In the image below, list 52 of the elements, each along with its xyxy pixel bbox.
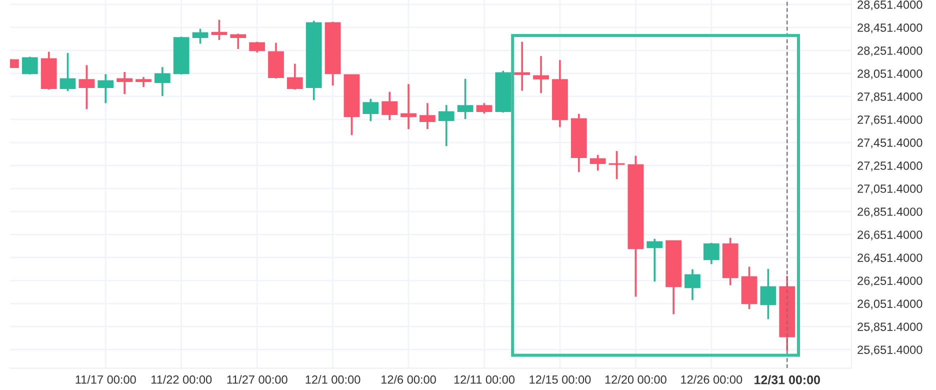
y-tick-label: 26,651.4000 bbox=[858, 230, 922, 240]
x-tick-label: 12/20 00:00 bbox=[605, 375, 666, 384]
candlestick bbox=[98, 73, 114, 104]
x-tick-label: 12/11 00:00 bbox=[454, 375, 515, 384]
candlestick bbox=[230, 32, 246, 50]
candlestick bbox=[400, 83, 416, 130]
y-tick-label: 28,251.4000 bbox=[858, 46, 922, 56]
x-tick-label: 12/1 00:00 bbox=[306, 375, 360, 384]
candlestick bbox=[703, 242, 720, 266]
y-tick-label: 27,851.4000 bbox=[858, 92, 922, 102]
y-tick-label: 28,051.4000 bbox=[858, 70, 922, 80]
candlestick bbox=[60, 52, 76, 92]
y-tick-label: 26,251.4000 bbox=[858, 276, 922, 286]
candlestick bbox=[286, 62, 303, 90]
candlestick bbox=[438, 104, 454, 148]
y-tick-label: 27,051.4000 bbox=[858, 184, 922, 194]
candlestick bbox=[646, 238, 663, 282]
candlestick bbox=[533, 55, 549, 94]
candlestick bbox=[382, 90, 398, 122]
candlestick bbox=[211, 18, 228, 41]
y-tick-label: 26,051.4000 bbox=[858, 300, 922, 310]
candlestick bbox=[154, 66, 170, 97]
candlestick bbox=[362, 98, 379, 122]
x-tick-label: 12/26 00:00 bbox=[681, 375, 742, 384]
candlestick bbox=[78, 64, 95, 110]
candlestick bbox=[590, 154, 606, 172]
candlestick bbox=[116, 71, 132, 96]
y-tick-label: 27,251.4000 bbox=[858, 162, 922, 172]
candlestick bbox=[608, 150, 625, 180]
x-tick-label: 11/17 00:00 bbox=[76, 375, 136, 384]
y-tick-label: 25,651.4000 bbox=[858, 346, 922, 356]
y-tick-label: 25,851.4000 bbox=[858, 322, 922, 332]
x-tick-label: 12/6 00:00 bbox=[382, 375, 436, 384]
y-tick-label: 26,451.4000 bbox=[858, 254, 922, 264]
candlestick bbox=[684, 268, 700, 302]
x-tick-label: 11/27 00:00 bbox=[227, 375, 288, 384]
y-tick-label: 28,651.4000 bbox=[858, 0, 922, 10]
candlestick bbox=[476, 102, 492, 114]
candlestick bbox=[514, 40, 530, 92]
x-tick-label: 12/31 00:00 bbox=[754, 375, 820, 384]
candlestick bbox=[419, 102, 436, 130]
candlestick bbox=[22, 56, 38, 76]
x-tick-label: 12/15 00:00 bbox=[530, 375, 591, 384]
candlestick bbox=[760, 268, 776, 320]
y-tick-label: 27,651.4000 bbox=[858, 116, 922, 126]
y-tick-label: 26,851.4000 bbox=[858, 208, 922, 218]
candlestick bbox=[136, 76, 152, 88]
y-tick-label: 28,451.4000 bbox=[858, 23, 922, 34]
candlestick bbox=[192, 28, 208, 45]
y-tick-label: 27,451.4000 bbox=[858, 138, 922, 148]
candlestick bbox=[457, 78, 474, 120]
x-tick-label: 11/22 00:00 bbox=[151, 375, 212, 384]
